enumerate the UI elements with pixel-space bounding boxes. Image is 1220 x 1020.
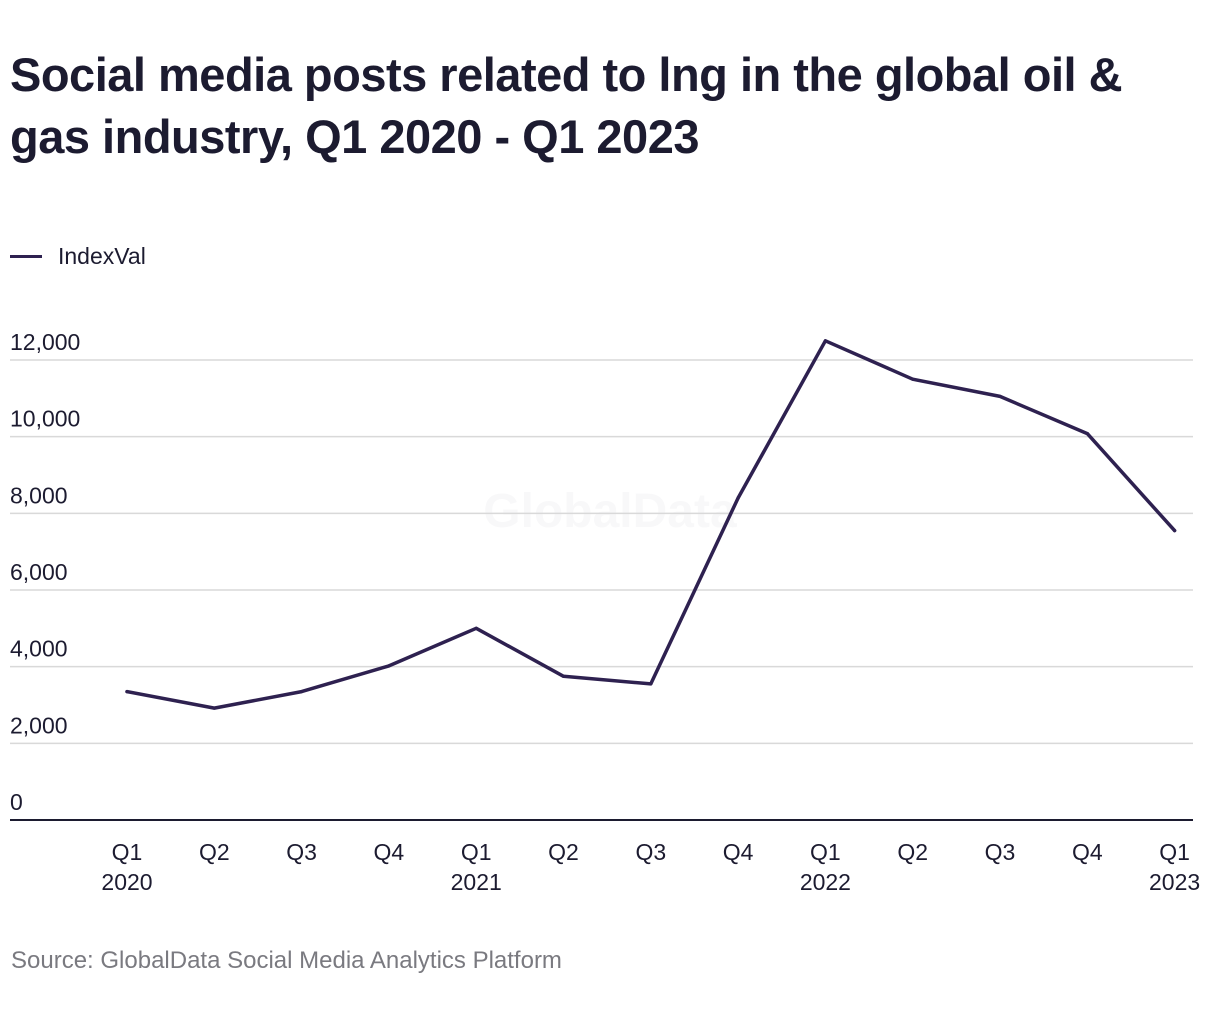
data-point bbox=[649, 682, 653, 686]
x-tick-year-label: 2021 bbox=[451, 869, 502, 895]
x-tick-label: Q2 bbox=[548, 839, 579, 865]
x-tick-label: Q1 bbox=[810, 839, 841, 865]
data-point bbox=[125, 689, 129, 694]
y-tick-label: 10,000 bbox=[10, 406, 80, 432]
data-point bbox=[998, 394, 1002, 399]
legend-label: IndexVal bbox=[58, 243, 146, 269]
x-tick-label: Q4 bbox=[374, 839, 405, 865]
x-tick-label: Q4 bbox=[1072, 839, 1103, 865]
data-point bbox=[911, 377, 915, 381]
watermark: GlobalData bbox=[483, 485, 737, 538]
legend: IndexVal bbox=[10, 243, 146, 270]
data-point bbox=[387, 664, 391, 668]
data-point bbox=[1173, 528, 1177, 533]
legend-swatch bbox=[10, 255, 42, 258]
y-tick-label: 2,000 bbox=[10, 712, 68, 738]
data-point bbox=[736, 496, 740, 500]
x-tick-label: Q3 bbox=[985, 839, 1016, 865]
x-tick-year-label: 2022 bbox=[800, 869, 851, 895]
line-chart: GlobalData 0 2,000 4,000 6,000 8,000 10,000 12,… bbox=[10, 329, 1200, 895]
x-tick-label: Q3 bbox=[286, 839, 317, 865]
x-tick-label: Q1 bbox=[112, 839, 143, 865]
y-tick-label: 12,000 bbox=[10, 329, 80, 355]
x-tick-year-label: 2023 bbox=[1149, 869, 1200, 895]
x-tick-label: Q2 bbox=[897, 839, 928, 865]
data-point bbox=[474, 626, 478, 630]
data-point bbox=[1085, 432, 1089, 436]
data-point bbox=[300, 689, 304, 694]
data-point bbox=[212, 706, 216, 710]
data-point bbox=[561, 674, 566, 678]
y-tick-label: 6,000 bbox=[10, 559, 68, 585]
x-tick-label: Q2 bbox=[199, 839, 230, 865]
x-tick-label: Q3 bbox=[635, 839, 666, 865]
chart-title: Social media posts related to lng in the… bbox=[10, 48, 1123, 163]
x-tick-label: Q4 bbox=[723, 839, 754, 865]
x-tick-year-label: 2020 bbox=[101, 869, 152, 895]
x-tick-label: Q1 bbox=[461, 839, 492, 865]
y-tick-label: 4,000 bbox=[10, 636, 68, 662]
data-point bbox=[823, 339, 828, 343]
source-note: Source: GlobalData Social Media Analytic… bbox=[11, 947, 562, 974]
y-tick-label: 0 bbox=[10, 789, 23, 815]
y-tick-label: 8,000 bbox=[10, 482, 68, 508]
x-tick-label: Q1 bbox=[1159, 839, 1190, 865]
